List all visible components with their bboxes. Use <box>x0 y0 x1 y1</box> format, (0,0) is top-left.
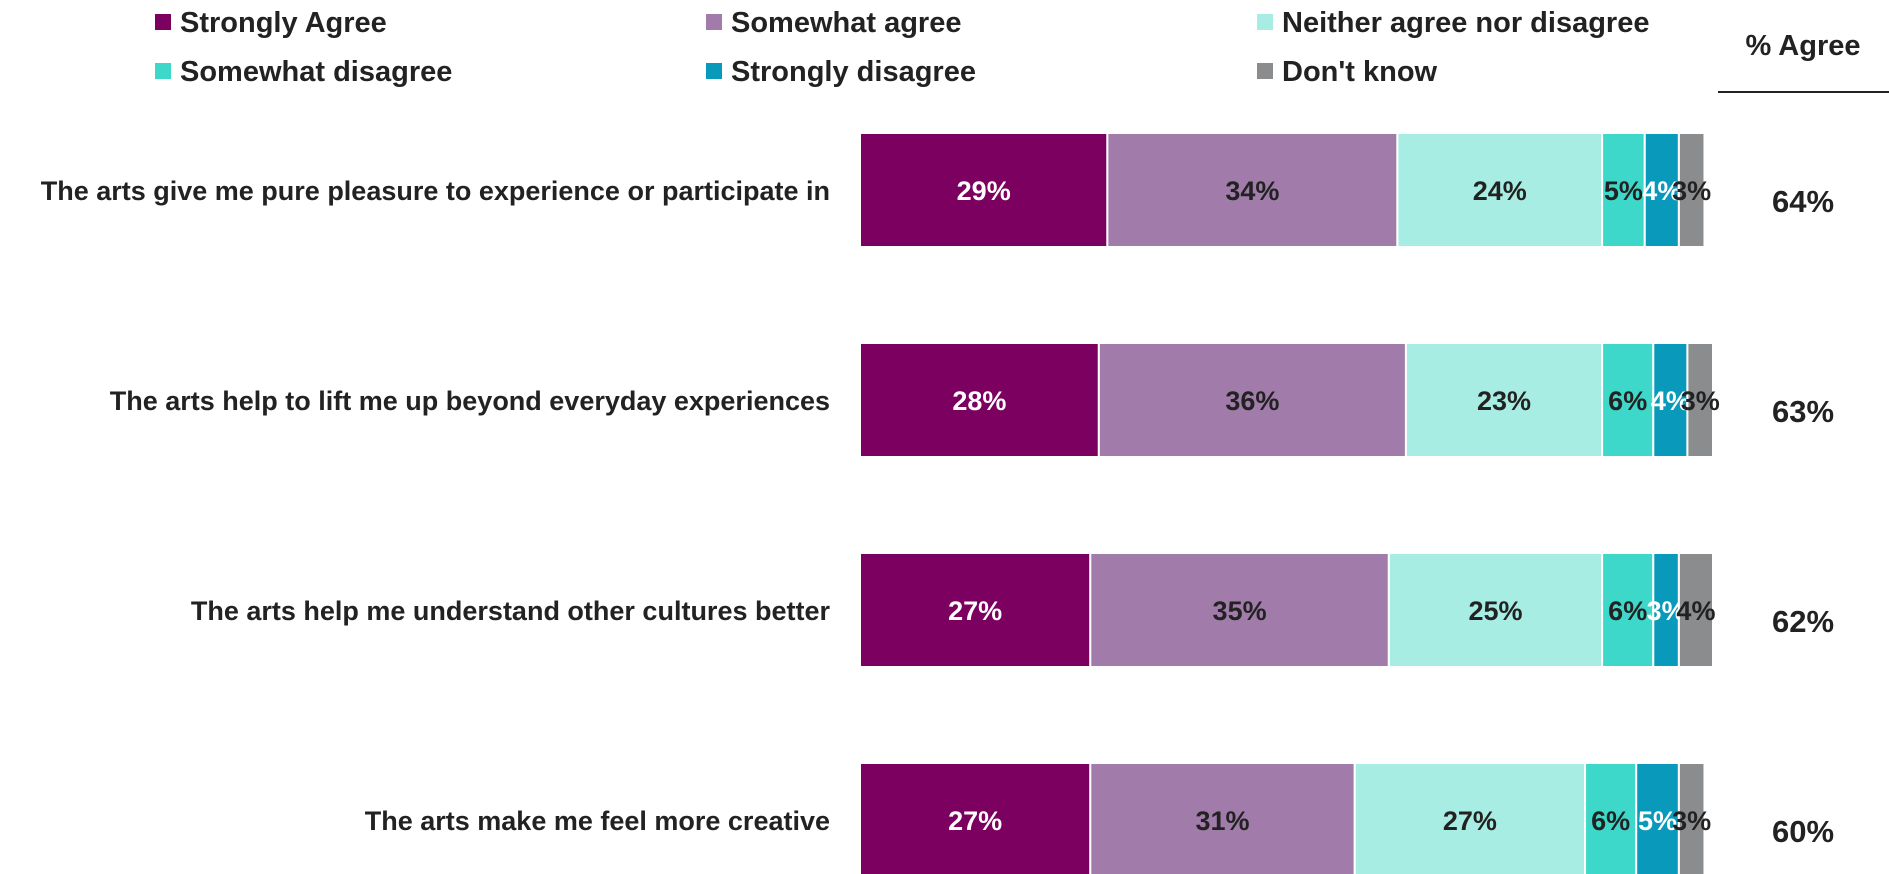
data-label: 27% <box>948 596 1002 626</box>
chart-rows: The arts give me pure pleasure to experi… <box>41 132 1834 874</box>
data-label: 24% <box>1473 176 1527 206</box>
agree-value: 60% <box>1772 814 1834 849</box>
legend-label: Somewhat agree <box>731 7 961 39</box>
legend-swatch <box>155 63 171 79</box>
bar-segment <box>1686 342 1715 458</box>
data-label: 3% <box>1681 386 1720 416</box>
bar-segment <box>1404 342 1604 458</box>
legend: Strongly Agree Somewhat agree Neither agre… <box>155 7 1649 88</box>
data-label: 6% <box>1608 386 1647 416</box>
data-label: 31% <box>1196 806 1250 836</box>
bar-row: The arts make me feel more creative 27% 31… <box>365 762 1834 874</box>
data-label: 25% <box>1468 596 1522 626</box>
agree-column-header: % Agree <box>1746 30 1861 62</box>
legend-label: Neither agree nor disagree <box>1282 7 1649 39</box>
data-label: 27% <box>948 806 1002 836</box>
data-label: 6% <box>1608 596 1647 626</box>
bar-segment <box>1652 552 1680 668</box>
bar-segment <box>1106 132 1399 248</box>
bar-segment <box>1387 552 1604 668</box>
data-label: 6% <box>1591 806 1630 836</box>
data-label: 23% <box>1477 386 1531 416</box>
data-label: 4% <box>1642 176 1681 206</box>
bar-segment <box>1601 342 1655 458</box>
data-label: 36% <box>1225 386 1279 416</box>
category-label: The arts help to lift me up beyond every… <box>110 386 830 416</box>
data-label: 4% <box>1676 596 1715 626</box>
data-label: 27% <box>1443 806 1497 836</box>
bar-segment <box>1677 132 1706 248</box>
bar-segment <box>859 762 1092 874</box>
bar-row: The arts give me pure pleasure to experi… <box>41 132 1834 248</box>
legend-swatch <box>1257 63 1273 79</box>
legend-swatch <box>1257 14 1273 30</box>
bar-segment <box>1677 552 1715 668</box>
legend-swatch <box>706 63 722 79</box>
bar-segment <box>1652 342 1689 458</box>
agree-value: 64% <box>1772 184 1834 219</box>
data-label: 4% <box>1651 386 1690 416</box>
bar-segment <box>859 132 1109 248</box>
data-label: 29% <box>957 176 1011 206</box>
bar-row: The arts help to lift me up beyond every… <box>110 342 1834 458</box>
bar-row: The arts help me understand other cultur… <box>191 552 1834 668</box>
legend-label: Don't know <box>1282 56 1438 88</box>
category-label: The arts make me feel more creative <box>365 806 830 836</box>
data-label: 5% <box>1638 806 1677 836</box>
bar-segment <box>1601 552 1655 668</box>
data-label: 3% <box>1672 176 1711 206</box>
data-label: 5% <box>1604 176 1643 206</box>
bar-segment <box>1677 762 1706 874</box>
category-label: The arts give me pure pleasure to experi… <box>41 176 830 206</box>
bar-segment <box>1089 552 1390 668</box>
data-label: 3% <box>1672 806 1711 836</box>
agree-value: 62% <box>1772 604 1834 639</box>
legend-label: Strongly Agree <box>180 7 387 39</box>
data-label: 34% <box>1225 176 1279 206</box>
bar-segment <box>859 552 1092 668</box>
legend-swatch <box>706 14 722 30</box>
legend-swatch <box>155 14 171 30</box>
bar-segment <box>1396 132 1604 248</box>
bar-segment <box>1353 762 1587 874</box>
agree-value: 63% <box>1772 394 1834 429</box>
legend-label: Strongly disagree <box>731 56 976 88</box>
bar-segment <box>1635 762 1680 874</box>
data-label: 35% <box>1213 596 1267 626</box>
data-label: 28% <box>952 386 1006 416</box>
category-label: The arts help me understand other cultur… <box>191 596 831 626</box>
legend-label: Somewhat disagree <box>180 56 452 88</box>
bar-segment <box>1584 762 1638 874</box>
